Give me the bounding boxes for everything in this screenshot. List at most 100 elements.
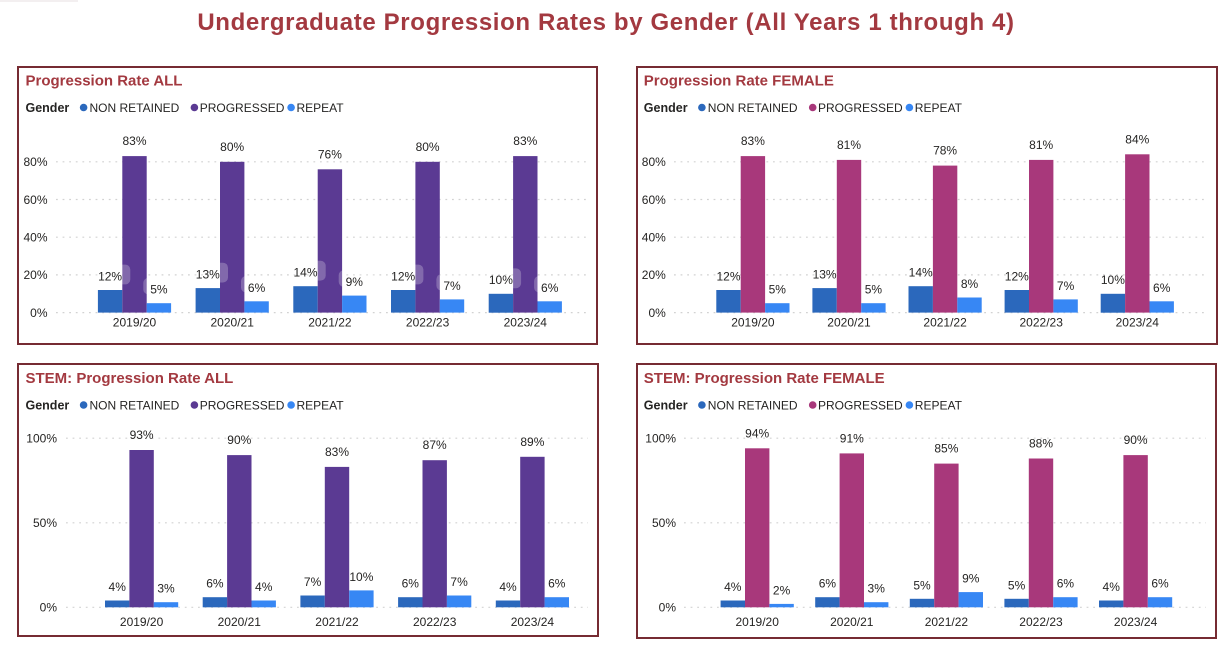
svg-text:2021/22: 2021/22 [308, 316, 352, 330]
svg-text:2%: 2% [773, 583, 791, 597]
svg-text:14%: 14% [909, 266, 933, 280]
svg-text:80%: 80% [642, 155, 666, 169]
svg-text:0%: 0% [40, 601, 58, 615]
svg-text:60%: 60% [642, 193, 666, 207]
svg-text:2021/22: 2021/22 [923, 316, 967, 330]
svg-text:40%: 40% [23, 231, 47, 245]
svg-text:12%: 12% [391, 270, 415, 284]
svg-text:4%: 4% [109, 580, 127, 594]
svg-text:Gender: Gender [26, 398, 70, 412]
svg-text:2023/24: 2023/24 [504, 316, 548, 330]
svg-text:83%: 83% [741, 134, 765, 148]
svg-text:5%: 5% [865, 283, 883, 297]
svg-text:PROGRESSED: PROGRESSED [818, 101, 903, 115]
svg-text:2023/24: 2023/24 [1116, 316, 1160, 330]
svg-text:PROGRESSED: PROGRESSED [200, 101, 285, 115]
svg-text:2019/20: 2019/20 [736, 615, 780, 629]
svg-text:4%: 4% [724, 580, 742, 594]
svg-text:83%: 83% [513, 134, 537, 148]
svg-text:10%: 10% [349, 570, 373, 584]
svg-text:0%: 0% [30, 306, 48, 320]
svg-text:89%: 89% [520, 435, 544, 449]
svg-text:76%: 76% [318, 147, 342, 161]
svg-text:NON RETAINED: NON RETAINED [708, 398, 798, 412]
svg-text:4%: 4% [499, 580, 517, 594]
svg-text:REPEAT: REPEAT [297, 398, 345, 412]
svg-text:90%: 90% [227, 433, 251, 447]
svg-text:60%: 60% [23, 193, 47, 207]
svg-text:13%: 13% [813, 268, 837, 282]
svg-text:Progression Rate FEMALE: Progression Rate FEMALE [644, 73, 834, 90]
svg-text:2021/22: 2021/22 [315, 615, 359, 629]
svg-text:2020/21: 2020/21 [218, 615, 262, 629]
svg-text:50%: 50% [33, 516, 57, 530]
svg-text:6%: 6% [548, 577, 566, 591]
svg-text:2020/21: 2020/21 [827, 316, 871, 330]
svg-text:7%: 7% [443, 279, 461, 293]
svg-text:50%: 50% [652, 516, 676, 530]
svg-text:PROGRESSED: PROGRESSED [200, 398, 285, 412]
svg-text:2020/21: 2020/21 [830, 615, 874, 629]
svg-text:6%: 6% [1153, 281, 1171, 295]
svg-text:PROGRESSED: PROGRESSED [818, 398, 903, 412]
svg-text:13%: 13% [196, 268, 220, 282]
svg-text:2020/21: 2020/21 [211, 316, 255, 330]
svg-text:Gender: Gender [644, 398, 688, 412]
svg-text:2019/20: 2019/20 [731, 316, 775, 330]
svg-text:83%: 83% [325, 445, 349, 459]
svg-text:5%: 5% [913, 578, 931, 592]
svg-text:83%: 83% [122, 134, 146, 148]
svg-text:6%: 6% [1151, 577, 1169, 591]
svg-text:5%: 5% [769, 283, 787, 297]
svg-text:80%: 80% [416, 140, 440, 154]
svg-text:2023/24: 2023/24 [511, 615, 555, 629]
svg-text:81%: 81% [1029, 138, 1053, 152]
svg-text:2023/24: 2023/24 [1114, 615, 1158, 629]
svg-text:3%: 3% [157, 582, 175, 596]
svg-text:5%: 5% [1008, 578, 1026, 592]
svg-text:20%: 20% [642, 268, 666, 282]
svg-text:3%: 3% [868, 582, 886, 596]
svg-text:12%: 12% [716, 270, 740, 284]
svg-text:14%: 14% [293, 266, 317, 280]
svg-text:81%: 81% [837, 138, 861, 152]
svg-text:NON RETAINED: NON RETAINED [708, 101, 798, 115]
svg-text:100%: 100% [645, 432, 676, 446]
svg-text:REPEAT: REPEAT [915, 101, 963, 115]
svg-text:2019/20: 2019/20 [113, 316, 157, 330]
svg-text:2022/23: 2022/23 [413, 615, 457, 629]
svg-text:7%: 7% [450, 575, 468, 589]
svg-text:REPEAT: REPEAT [297, 101, 345, 115]
svg-text:12%: 12% [1005, 270, 1029, 284]
svg-text:REPEAT: REPEAT [915, 398, 963, 412]
svg-text:6%: 6% [819, 577, 837, 591]
svg-text:9%: 9% [346, 275, 364, 289]
svg-text:NON RETAINED: NON RETAINED [90, 101, 180, 115]
svg-text:Gender: Gender [26, 101, 70, 115]
svg-text:4%: 4% [1103, 580, 1121, 594]
svg-text:6%: 6% [1057, 577, 1075, 591]
svg-text:40%: 40% [642, 231, 666, 245]
svg-text:NON RETAINED: NON RETAINED [90, 398, 180, 412]
svg-text:Progression Rate ALL: Progression Rate ALL [26, 73, 183, 90]
svg-text:6%: 6% [248, 281, 266, 295]
svg-text:87%: 87% [423, 438, 447, 452]
svg-text:93%: 93% [130, 428, 154, 442]
svg-text:10%: 10% [1101, 273, 1125, 287]
svg-text:4%: 4% [255, 580, 273, 594]
svg-text:9%: 9% [962, 572, 980, 586]
svg-text:88%: 88% [1029, 437, 1053, 451]
svg-text:84%: 84% [1125, 132, 1149, 146]
svg-text:20%: 20% [23, 268, 47, 282]
svg-text:78%: 78% [933, 144, 957, 158]
svg-text:91%: 91% [840, 431, 864, 445]
svg-text:2021/22: 2021/22 [925, 615, 969, 629]
svg-text:2019/20: 2019/20 [120, 615, 164, 629]
svg-text:6%: 6% [541, 281, 559, 295]
svg-text:7%: 7% [304, 575, 322, 589]
svg-text:Gender: Gender [644, 101, 688, 115]
svg-text:8%: 8% [961, 277, 979, 291]
svg-text:90%: 90% [1124, 433, 1148, 447]
svg-text:80%: 80% [23, 155, 47, 169]
svg-text:0%: 0% [659, 601, 677, 615]
